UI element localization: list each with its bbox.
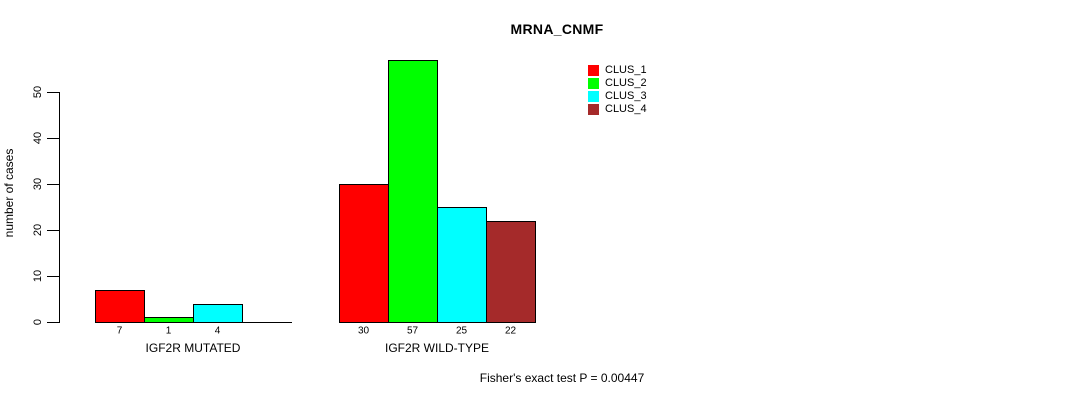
group-label: IGF2R WILD-TYPE — [384, 341, 490, 355]
y-axis-tick — [47, 92, 59, 93]
y-tick-label: 0 — [32, 318, 44, 326]
y-axis-tick — [47, 276, 59, 277]
bar-clus-4 — [486, 221, 536, 323]
y-tick-label: 40 — [32, 131, 44, 145]
legend-swatch-clus-4 — [588, 104, 599, 115]
y-axis-tick — [47, 322, 59, 323]
bar-clus-3 — [193, 304, 243, 323]
group-label: IGF2R MUTATED — [145, 341, 241, 355]
bar-value-label: 4 — [214, 325, 221, 337]
bar-value-label: 25 — [455, 325, 468, 337]
y-axis-tick — [47, 230, 59, 231]
legend-item-clus-4: CLUS_4 — [588, 103, 647, 116]
y-tick-label: 50 — [32, 85, 44, 99]
legend-swatch-clus-3 — [588, 91, 599, 102]
legend: CLUS_1 CLUS_2 CLUS_3 CLUS_4 — [588, 64, 647, 116]
y-axis-line — [59, 92, 60, 323]
chart-title: MRNA_CNMF — [510, 21, 604, 37]
bar-clus-1 — [339, 184, 389, 323]
legend-item-label: CLUS_2 — [605, 77, 647, 89]
bar-value-label: 22 — [504, 325, 517, 337]
bar-value-label: 7 — [116, 325, 123, 337]
y-tick-label: 20 — [32, 223, 44, 237]
legend-item-clus-2: CLUS_2 — [588, 77, 647, 90]
legend-item-label: CLUS_4 — [605, 103, 647, 115]
y-axis-tick — [47, 184, 59, 185]
annotation-text: Fisher's exact test P = 0.00447 — [479, 371, 645, 385]
legend-item-clus-1: CLUS_1 — [588, 64, 647, 77]
bar-clus-1 — [95, 290, 145, 323]
y-axis-tick — [47, 138, 59, 139]
legend-item-clus-3: CLUS_3 — [588, 90, 647, 103]
bar-clus-3 — [437, 207, 487, 323]
bar-value-label: 30 — [357, 325, 370, 337]
bar-value-label: 57 — [406, 325, 419, 337]
legend-swatch-clus-2 — [588, 78, 599, 89]
y-axis-title: number of cases — [2, 148, 16, 238]
legend-swatch-clus-1 — [588, 65, 599, 76]
y-tick-label: 30 — [32, 177, 44, 191]
legend-item-label: CLUS_1 — [605, 64, 647, 76]
legend-item-label: CLUS_3 — [605, 90, 647, 102]
y-tick-label: 10 — [32, 269, 44, 283]
bar-value-label: 1 — [165, 325, 172, 337]
bar-clus-2 — [144, 317, 194, 323]
bar-clus-2 — [388, 60, 438, 323]
